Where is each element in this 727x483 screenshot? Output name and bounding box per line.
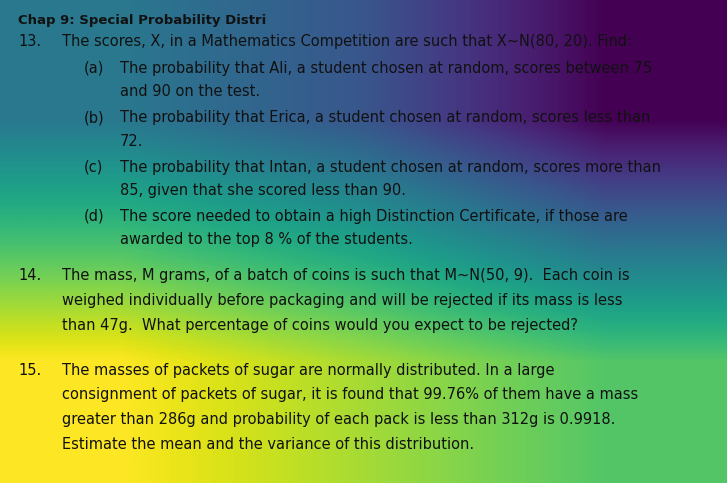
- Text: The probability that Ali, a student chosen at random, scores between 75: The probability that Ali, a student chos…: [120, 61, 652, 76]
- Text: greater than 286g and probability of each pack is less than 312g is 0.9918.: greater than 286g and probability of eac…: [62, 412, 615, 427]
- Text: The masses of packets of sugar are normally distributed. In a large: The masses of packets of sugar are norma…: [62, 363, 554, 378]
- Text: 14.: 14.: [18, 269, 41, 284]
- Text: than 47g.  What percentage of coins would you expect to be rejected?: than 47g. What percentage of coins would…: [62, 318, 578, 333]
- Text: (d): (d): [84, 209, 104, 224]
- Text: Chap 9: Special Probability Distri: Chap 9: Special Probability Distri: [18, 14, 266, 28]
- Text: The scores, X, in a Mathematics Competition are such that X~N(80, 20). Find:: The scores, X, in a Mathematics Competit…: [62, 34, 632, 49]
- Text: 72.: 72.: [120, 133, 143, 148]
- Text: 85, given that she scored less than 90.: 85, given that she scored less than 90.: [120, 183, 406, 198]
- Text: (c): (c): [84, 159, 103, 174]
- Text: The mass, M grams, of a batch of coins is such that M~N(50, 9).  Each coin is: The mass, M grams, of a batch of coins i…: [62, 269, 630, 284]
- Text: 15.: 15.: [18, 363, 41, 378]
- Text: The score needed to obtain a high Distinction Certificate, if those are: The score needed to obtain a high Distin…: [120, 209, 627, 224]
- Text: 13.: 13.: [18, 34, 41, 49]
- Text: Estimate the mean and the variance of this distribution.: Estimate the mean and the variance of th…: [62, 437, 474, 452]
- Text: and 90 on the test.: and 90 on the test.: [120, 84, 260, 99]
- Text: weighed individually before packaging and will be rejected if its mass is less: weighed individually before packaging an…: [62, 293, 622, 308]
- Text: awarded to the top 8 % of the students.: awarded to the top 8 % of the students.: [120, 232, 413, 247]
- Text: The probability that Intan, a student chosen at random, scores more than: The probability that Intan, a student ch…: [120, 159, 661, 174]
- Text: (b): (b): [84, 110, 104, 125]
- Text: consignment of packets of sugar, it is found that 99.76% of them have a mass: consignment of packets of sugar, it is f…: [62, 387, 638, 402]
- Text: The probability that Erica, a student chosen at random, scores less than: The probability that Erica, a student ch…: [120, 110, 651, 125]
- Text: (a): (a): [84, 61, 104, 76]
